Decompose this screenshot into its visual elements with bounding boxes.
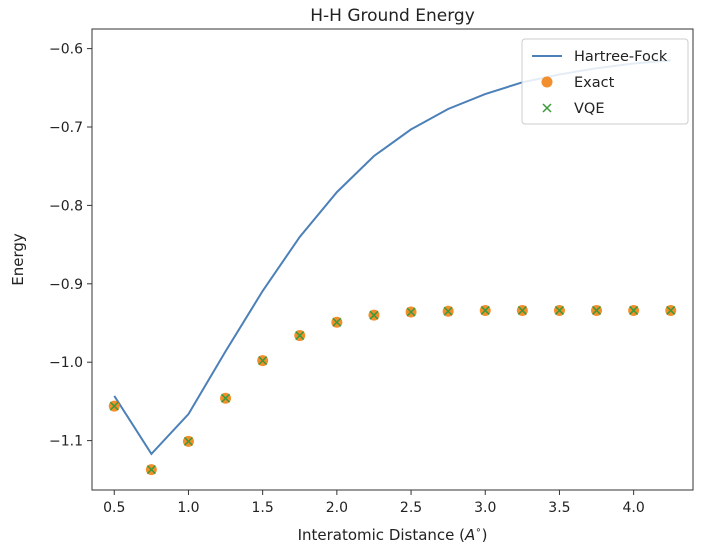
point-vqe <box>183 436 193 446</box>
y-tick-label: −1.0 <box>49 355 83 371</box>
y-tick-label: −1.1 <box>49 434 83 450</box>
point-vqe <box>146 465 156 475</box>
x-tick-label: 1.5 <box>252 500 274 516</box>
x-axis: 0.5 1.0 1.5 2.0 2.5 3.0 3.5 4.0 <box>103 490 645 516</box>
x-axis-label: Interatomic Distance (A∘) <box>298 525 488 544</box>
legend-swatch-vqe <box>542 103 552 113</box>
x-tick-label: 0.5 <box>103 500 125 516</box>
x-tick-label: 2.5 <box>400 500 422 516</box>
y-tick-label: −0.9 <box>49 277 83 293</box>
point-vqe <box>554 305 564 315</box>
x-tick-label: 3.0 <box>474 500 496 516</box>
point-vqe <box>258 356 268 366</box>
point-vqe <box>666 305 676 315</box>
point-vqe <box>109 401 119 411</box>
y-tick-label: −0.6 <box>49 42 83 58</box>
point-vqe <box>592 305 602 315</box>
point-vqe <box>443 306 453 316</box>
legend-label-exact: Exact <box>574 75 615 91</box>
plot-area <box>91 28 694 491</box>
x-tick-label: 2.0 <box>326 500 348 516</box>
legend-swatch-exact <box>541 76 553 88</box>
legend-label-hartree-fock: Hartree-Fock <box>574 49 668 65</box>
point-vqe <box>332 317 342 327</box>
legend: Hartree-Fock Exact VQE <box>521 38 689 125</box>
y-axis-label: Energy <box>9 233 27 286</box>
x-tick-label: 1.0 <box>177 500 199 516</box>
legend-box <box>521 38 689 125</box>
point-vqe <box>369 310 379 320</box>
point-vqe <box>295 331 305 341</box>
point-vqe <box>517 305 527 315</box>
y-tick-label: −0.7 <box>49 120 83 136</box>
point-vqe <box>221 393 231 403</box>
x-tick-label: 3.5 <box>548 500 570 516</box>
y-tick-label: −0.8 <box>49 198 83 214</box>
point-vqe <box>406 307 416 317</box>
point-vqe <box>480 305 490 315</box>
chart-title: H-H Ground Energy <box>310 6 475 26</box>
point-vqe <box>629 305 639 315</box>
x-tick-label: 4.0 <box>623 500 645 516</box>
y-axis: −1.1 −1.0 −0.9 −0.8 −0.7 −0.6 <box>49 42 92 450</box>
legend-label-vqe: VQE <box>574 101 605 117</box>
